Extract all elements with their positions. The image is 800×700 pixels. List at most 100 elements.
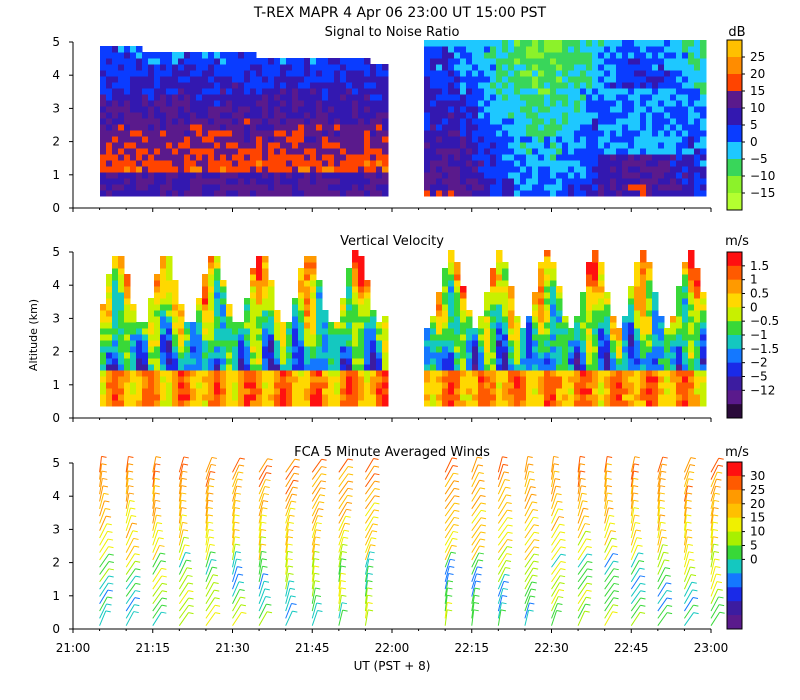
wind-barb (152, 500, 156, 517)
heat-cell (502, 136, 509, 143)
heat-cell (112, 160, 119, 167)
heat-cell (652, 124, 659, 131)
heat-cell (298, 358, 305, 365)
wind-barb-flag (454, 509, 460, 512)
wind-barb-flag (238, 464, 245, 467)
heat-cell (382, 328, 389, 335)
heat-cell (262, 124, 269, 131)
heat-cell (508, 400, 515, 407)
heat-cell (544, 370, 551, 377)
wind-profile (577, 455, 593, 626)
heat-cell (370, 118, 377, 125)
heat-cell (358, 370, 365, 377)
wind-barb (471, 609, 475, 626)
heat-cell (622, 358, 629, 365)
heat-cell (328, 322, 335, 329)
heat-cell (112, 322, 119, 329)
heat-cell (250, 70, 257, 77)
heat-cell (196, 148, 203, 155)
heat-cell (628, 376, 635, 383)
wind-barb (311, 551, 315, 568)
heat-cell (172, 292, 179, 299)
heat-cell (334, 166, 341, 173)
heat-cell (460, 310, 467, 317)
heat-cell (154, 316, 161, 323)
heat-cell (658, 142, 665, 149)
heat-cell (220, 184, 227, 191)
heat-cell (628, 82, 635, 89)
heat-cell (448, 124, 455, 131)
heat-cell (532, 394, 539, 401)
heat-cell (676, 370, 683, 377)
heat-cell (184, 400, 191, 407)
heat-cell (556, 136, 563, 143)
heat-cell (616, 178, 623, 185)
wind-barb-flag (185, 551, 191, 554)
heat-cell (604, 154, 611, 161)
heat-cell (472, 136, 479, 143)
heat-cell (682, 112, 689, 119)
heat-cell (556, 400, 563, 407)
heat-cell (568, 40, 575, 47)
heat-cell (688, 310, 695, 317)
heat-cell (544, 268, 551, 275)
heat-cell (292, 82, 299, 89)
heat-cell (442, 88, 449, 95)
wind-barb-flag (454, 495, 460, 498)
heat-cell (556, 376, 563, 383)
heat-cell (346, 370, 353, 377)
heat-cell (298, 346, 305, 353)
heat-cell (598, 172, 605, 179)
heat-cell (154, 112, 161, 119)
heat-cell (694, 316, 701, 323)
wind-barb (152, 545, 160, 561)
heat-cell (598, 160, 605, 167)
heat-cell (190, 184, 197, 191)
heat-cell (358, 262, 365, 269)
wind-barb (471, 495, 481, 510)
wind-barb-flag (474, 594, 480, 597)
heat-cell (598, 52, 605, 59)
wind-barb (125, 478, 129, 495)
heat-cell (208, 352, 215, 359)
heat-cell (112, 400, 119, 407)
heat-cell (502, 298, 509, 305)
heat-cell (184, 100, 191, 107)
wind-barb-flag (587, 575, 593, 578)
heat-cell (490, 118, 497, 125)
heat-cell (448, 334, 455, 341)
heat-cell (148, 142, 155, 149)
heat-cell (112, 340, 119, 347)
heat-cell (520, 328, 527, 335)
heat-cell (226, 88, 233, 95)
heat-cell (118, 328, 125, 335)
heat-cell (286, 334, 293, 341)
wind-barb-flag (505, 560, 512, 563)
wind-barb (178, 456, 185, 473)
heat-cell (640, 172, 647, 179)
heat-cell (112, 76, 119, 83)
heat-cell (184, 328, 191, 335)
heat-cell (562, 124, 569, 131)
wind-barb-flag (208, 536, 215, 539)
heat-cell (622, 130, 629, 137)
heat-cell (454, 112, 461, 119)
heat-cell (466, 346, 473, 353)
wind-barb-flag (106, 523, 112, 526)
heat-cell (688, 388, 695, 395)
heat-cell (700, 388, 707, 395)
heat-cell (538, 46, 545, 53)
heat-cell (556, 166, 563, 173)
heat-cell (256, 160, 263, 167)
wind-barb-flag (107, 596, 113, 599)
heat-cell (184, 58, 191, 65)
heat-cell (556, 40, 563, 47)
heat-cell (436, 70, 443, 77)
heat-cell (430, 388, 437, 395)
heat-cell (136, 142, 143, 149)
heat-cell (178, 148, 185, 155)
heat-cell (598, 274, 605, 281)
heat-cell (520, 148, 527, 155)
wind-barb-flag (214, 589, 220, 592)
heat-cell (310, 316, 317, 323)
